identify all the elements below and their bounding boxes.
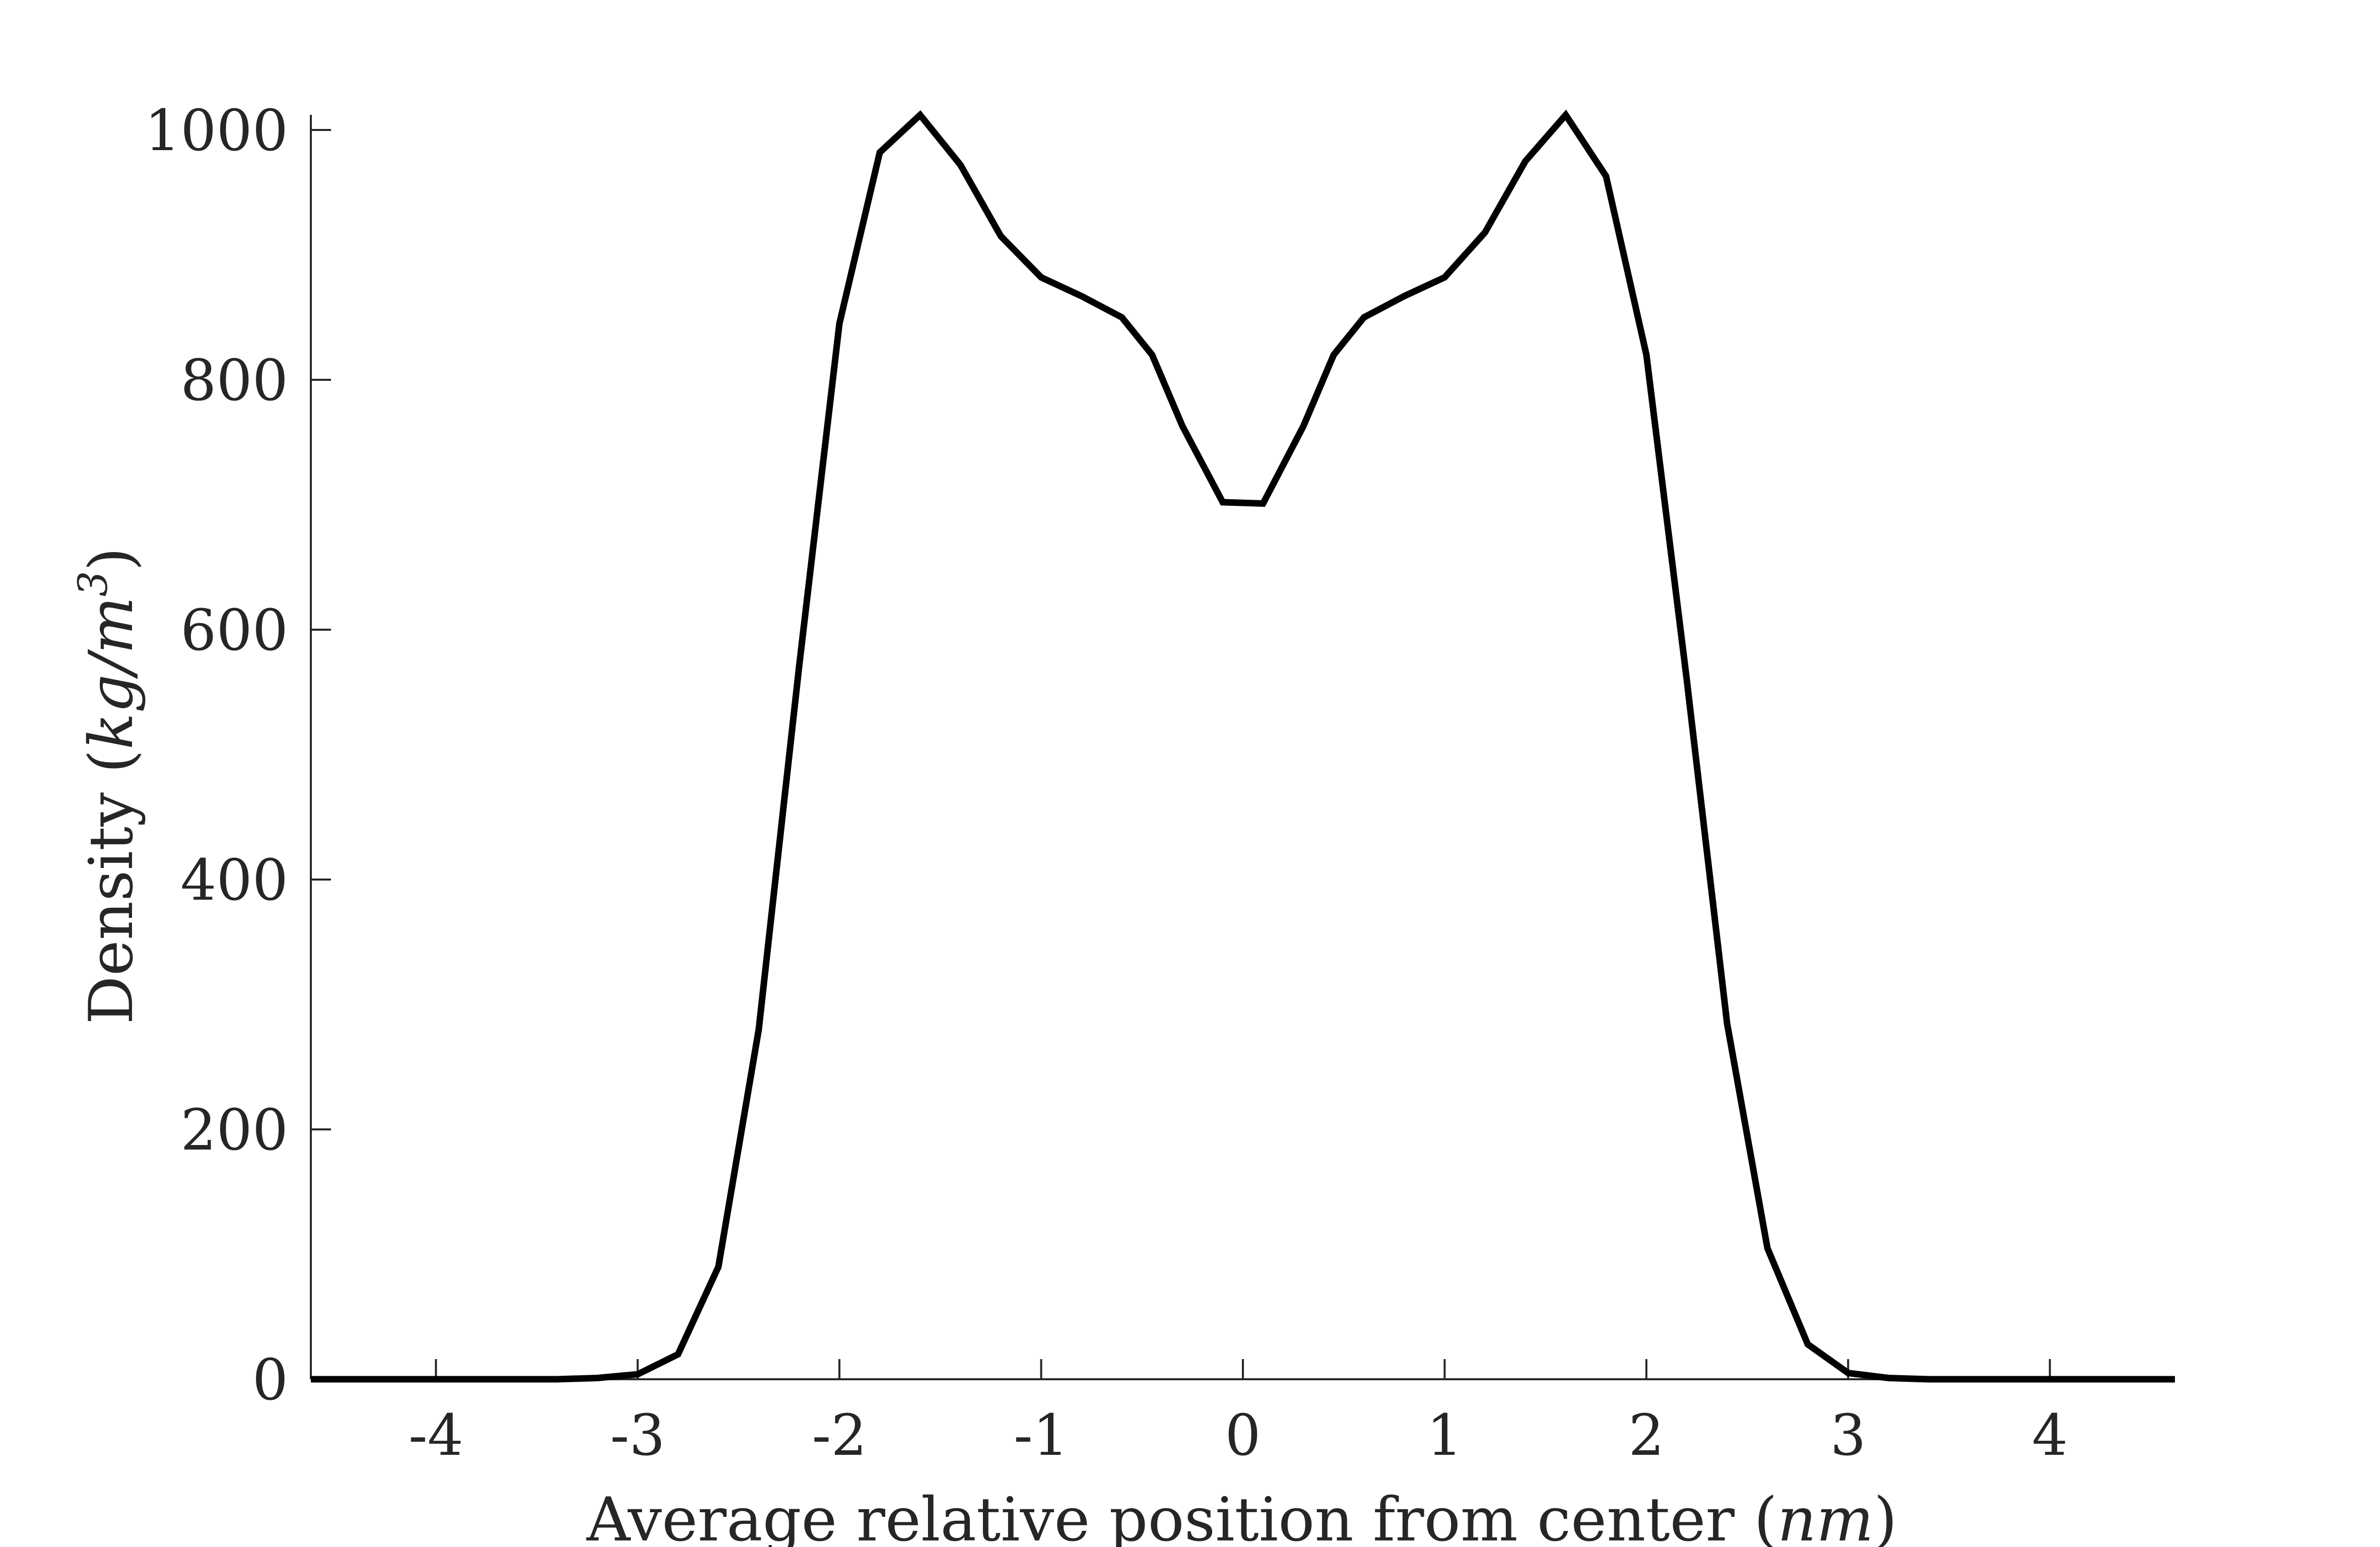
x-tick-label: 0 bbox=[1225, 1403, 1261, 1468]
x-ticks: -4 -3 -2 -1 0 1 2 3 4 bbox=[409, 1359, 2068, 1468]
x-tick-label: -3 bbox=[610, 1403, 665, 1468]
x-tick-label: -4 bbox=[409, 1403, 464, 1468]
y-axis-unit-power: 3 bbox=[70, 571, 116, 596]
x-axis-unit: nm bbox=[1777, 1485, 1874, 1547]
density-series-line bbox=[311, 109, 2175, 1383]
y-tick-label: 800 bbox=[180, 348, 288, 414]
y-tick-label: 600 bbox=[180, 598, 288, 663]
y-tick-label: 1000 bbox=[145, 98, 288, 164]
y-tick-label: 0 bbox=[252, 1348, 288, 1413]
x-tick-label: 1 bbox=[1427, 1403, 1463, 1468]
x-tick-label: -1 bbox=[1014, 1403, 1069, 1468]
y-axis-label: Density (kg/m3) bbox=[70, 548, 147, 1025]
y-ticks: 0 200 400 600 800 1000 bbox=[145, 98, 331, 1413]
x-tick-label: 4 bbox=[2032, 1403, 2068, 1468]
x-axis-label-text: Average relative position from center bbox=[586, 1485, 1735, 1547]
x-tick-label: -2 bbox=[812, 1403, 867, 1468]
y-tick-label: 200 bbox=[180, 1098, 288, 1163]
x-tick-label: 3 bbox=[1830, 1403, 1866, 1468]
x-tick-label: 2 bbox=[1628, 1403, 1664, 1468]
x-axis-label: Average relative position from center (n… bbox=[586, 1485, 1897, 1547]
y-axis-unit: kg/m bbox=[77, 596, 147, 750]
y-axis-label-text: Density bbox=[77, 792, 147, 1025]
y-tick-label: 400 bbox=[180, 848, 288, 913]
